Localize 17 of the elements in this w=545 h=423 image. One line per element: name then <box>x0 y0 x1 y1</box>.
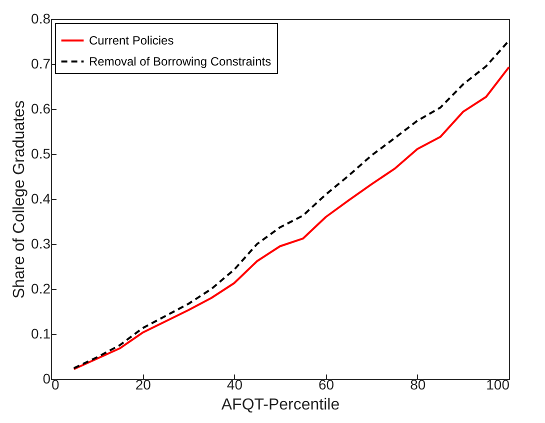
legend-label: Current Policies <box>89 34 174 48</box>
y-tick-label: 0.3 <box>31 236 51 252</box>
y-tick-label: 0.6 <box>31 100 51 116</box>
legend-label: Removal of Borrowing Constraints <box>89 54 272 68</box>
y-axis-title: Share of College Graduates <box>11 100 28 299</box>
y-tick-label: 0.4 <box>31 190 51 206</box>
y-tick-label: 0.5 <box>31 146 51 162</box>
x-axis-title: AFQT-Percentile <box>221 396 340 414</box>
y-tick-label: 0.1 <box>31 326 51 342</box>
y-tick-label: 0.2 <box>31 280 51 296</box>
x-tick-label: 100 <box>486 376 510 392</box>
x-tick-label: 20 <box>135 376 152 392</box>
x-tick-label: 80 <box>410 376 426 392</box>
x-tick-label: 40 <box>226 376 243 392</box>
y-tick-label: 0.7 <box>31 56 51 72</box>
y-tick-label: 0.8 <box>31 10 51 26</box>
x-tick-label: 60 <box>318 376 334 392</box>
